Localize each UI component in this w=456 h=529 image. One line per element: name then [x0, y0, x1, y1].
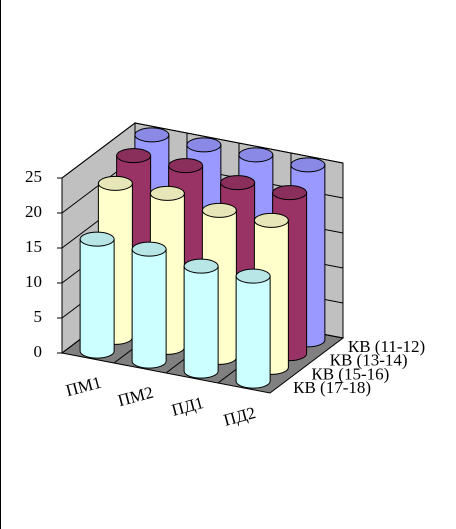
- cylinder-top: [253, 212, 289, 228]
- cylinder-top: [201, 202, 237, 218]
- cylinder-body: [79, 238, 115, 359]
- cylinder: [235, 268, 271, 389]
- y-tick-label: 15: [25, 237, 42, 256]
- y-tick-label: 0: [34, 342, 43, 361]
- cylinder: [183, 258, 219, 379]
- cylinder-top: [134, 127, 170, 143]
- y-tick-label: 20: [25, 202, 42, 221]
- cylinder-top: [235, 268, 271, 284]
- cylinder-top: [97, 175, 133, 191]
- cylinder-top: [183, 258, 219, 274]
- cylinder: [131, 241, 167, 369]
- cylinder-body: [131, 248, 167, 369]
- cylinder-top: [149, 185, 185, 201]
- legend-label: КВ (17-18): [293, 378, 371, 397]
- cylinder-top: [220, 175, 256, 191]
- legend-label: КВ (15-16): [311, 364, 389, 383]
- cylinder-top: [290, 157, 326, 173]
- cylinder-top: [238, 147, 274, 163]
- x-tick-label: ПД2: [221, 403, 257, 430]
- cylinder-top: [131, 241, 167, 257]
- legend-label: КВ (13-14): [330, 351, 408, 370]
- cylinder-top: [272, 185, 308, 201]
- cylinder-body: [183, 265, 219, 379]
- cylinder: [79, 231, 115, 359]
- y-tick-label: 5: [34, 307, 43, 326]
- cylinder-top: [186, 137, 222, 153]
- x-tick-label: ПМ1: [64, 373, 104, 401]
- x-tick-label: ПД1: [169, 393, 205, 420]
- cylinder-body: [235, 275, 271, 389]
- x-tick-label: ПМ2: [116, 383, 156, 411]
- cylinder-top: [79, 231, 115, 247]
- grid-line: [61, 122, 344, 179]
- y-tick-label: 25: [25, 167, 42, 186]
- legend-label: КВ (11-12): [348, 337, 425, 356]
- cylinder-top: [116, 148, 152, 164]
- cylinder-top: [168, 158, 204, 174]
- y-tick-label: 10: [25, 272, 42, 291]
